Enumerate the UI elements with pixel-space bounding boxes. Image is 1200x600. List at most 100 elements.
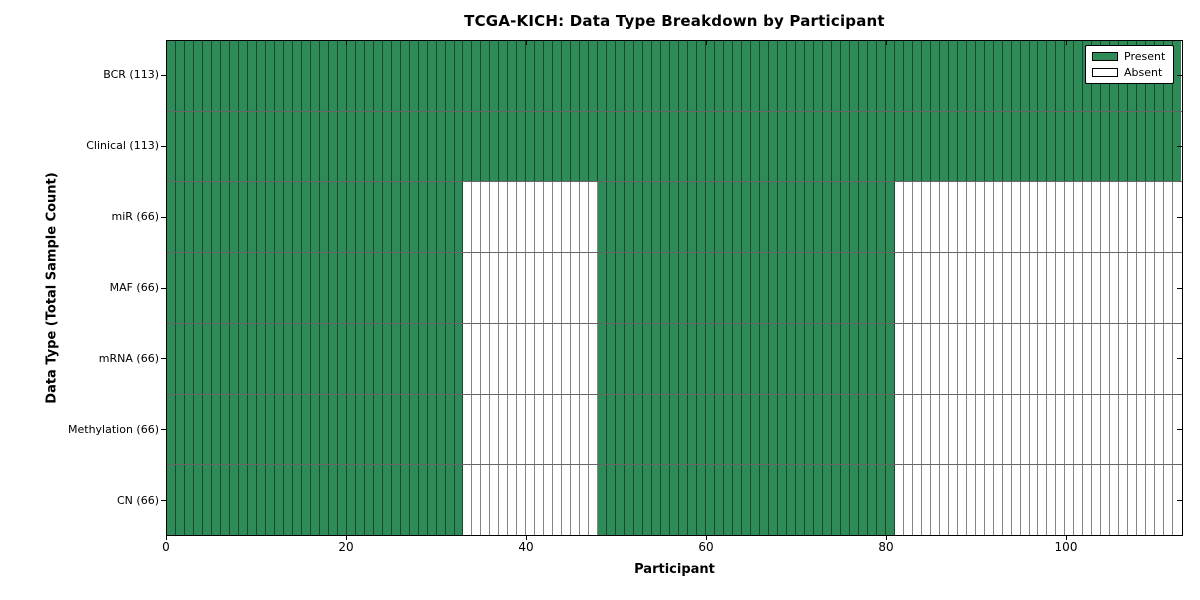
heatmap-cell — [1002, 394, 1012, 465]
heatmap-cell — [804, 465, 814, 536]
heatmap-cell — [499, 323, 509, 394]
heatmap-cell — [589, 111, 599, 182]
heatmap-cell — [238, 41, 248, 111]
heatmap-cell — [1047, 111, 1057, 182]
heatmap-cell — [750, 41, 760, 111]
heatmap-cell — [625, 182, 635, 253]
heatmap-cell — [1038, 41, 1048, 111]
heatmap-cell — [373, 41, 383, 111]
heatmap-cell — [840, 41, 850, 111]
heatmap-cell — [777, 182, 787, 253]
heatmap-cell — [625, 465, 635, 536]
heatmap-cell — [229, 394, 239, 465]
heatmap-cell — [508, 111, 518, 182]
x-tick-mark — [525, 536, 527, 540]
heatmap-cell — [1155, 323, 1165, 394]
heatmap-cell — [894, 323, 904, 394]
heatmap-cell — [706, 323, 716, 394]
heatmap-cell — [697, 394, 707, 465]
heatmap-cell — [463, 41, 473, 111]
heatmap-cell — [1083, 182, 1093, 253]
heatmap-cell — [274, 41, 284, 111]
heatmap-cell — [840, 394, 850, 465]
heatmap-cell — [777, 465, 787, 536]
heatmap-cell — [634, 323, 644, 394]
heatmap-cell — [1002, 41, 1012, 111]
heatmap-cell — [1092, 394, 1102, 465]
heatmap-cell — [625, 111, 635, 182]
heatmap-cell — [526, 182, 536, 253]
heatmap-cell — [211, 323, 221, 394]
heatmap-cell — [742, 111, 751, 182]
y-tick-mark — [161, 500, 166, 502]
heatmap-cell — [481, 182, 491, 253]
heatmap-cell — [400, 394, 410, 465]
heatmap-cell — [598, 323, 608, 394]
heatmap-cell — [661, 111, 671, 182]
heatmap-cell — [391, 111, 401, 182]
y-tick-label-Methylation: Methylation (66) — [68, 422, 159, 436]
heatmap-cell — [526, 465, 536, 536]
heatmap-cell — [526, 323, 536, 394]
heatmap-cell — [346, 394, 356, 465]
legend-label-absent: Absent — [1124, 66, 1163, 79]
heatmap-cell — [247, 394, 257, 465]
heatmap-cell — [1002, 323, 1012, 394]
heatmap-cell — [265, 465, 275, 536]
heatmap-cell — [697, 111, 707, 182]
heatmap-cell — [301, 323, 311, 394]
heatmap-cell — [184, 323, 194, 394]
heatmap-cell — [1101, 111, 1111, 182]
heatmap-cell — [831, 41, 841, 111]
heatmap-cell — [310, 465, 320, 536]
heatmap-cell — [517, 323, 527, 394]
heatmap-cell — [921, 111, 931, 182]
heatmap-cell — [1164, 182, 1174, 253]
heatmap-cell — [948, 253, 958, 323]
heatmap-cell — [571, 111, 581, 182]
heatmap-cell — [409, 41, 419, 111]
heatmap-cell — [499, 182, 509, 253]
heatmap-cell — [742, 41, 751, 111]
heatmap-cell — [373, 182, 383, 253]
x-tick-mark — [345, 536, 347, 540]
heatmap-cell — [813, 253, 823, 323]
heatmap-cell — [1020, 182, 1030, 253]
heatmap-cell — [337, 465, 347, 536]
heatmap-cell — [454, 323, 464, 394]
heatmap-cell — [274, 253, 284, 323]
heatmap-cell — [184, 111, 194, 182]
y-tick-mark-right — [1177, 216, 1182, 218]
heatmap-cell — [643, 465, 653, 536]
heatmap-cell — [786, 41, 796, 111]
heatmap-cell — [211, 41, 221, 111]
heatmap-cell — [858, 41, 868, 111]
heatmap-cell — [750, 465, 760, 536]
heatmap-cell — [301, 41, 311, 111]
heatmap-cell — [526, 111, 536, 182]
x-tick-label: 80 — [878, 540, 894, 554]
heatmap-cell — [1092, 111, 1102, 182]
heatmap-cell — [885, 41, 895, 111]
heatmap-row-Clinical — [167, 111, 1182, 183]
heatmap-cell — [310, 394, 320, 465]
heatmap-cell — [580, 394, 590, 465]
heatmap-cell — [957, 465, 967, 536]
heatmap-cell — [598, 111, 608, 182]
heatmap-cell — [768, 111, 778, 182]
heatmap-cell — [220, 394, 230, 465]
heatmap-cell — [607, 323, 617, 394]
heatmap-cell — [1083, 465, 1093, 536]
heatmap-cell — [256, 394, 266, 465]
heatmap-cell — [571, 253, 581, 323]
heatmap-cell — [589, 394, 599, 465]
heatmap-cell — [337, 394, 347, 465]
heatmap-cell — [697, 465, 707, 536]
heatmap-cell — [813, 41, 823, 111]
heatmap-cell — [670, 111, 680, 182]
heatmap-cell — [715, 465, 725, 536]
heatmap-cell — [858, 253, 868, 323]
heatmap-cell — [562, 111, 572, 182]
heatmap-cell — [571, 323, 581, 394]
heatmap-cell — [1128, 323, 1138, 394]
